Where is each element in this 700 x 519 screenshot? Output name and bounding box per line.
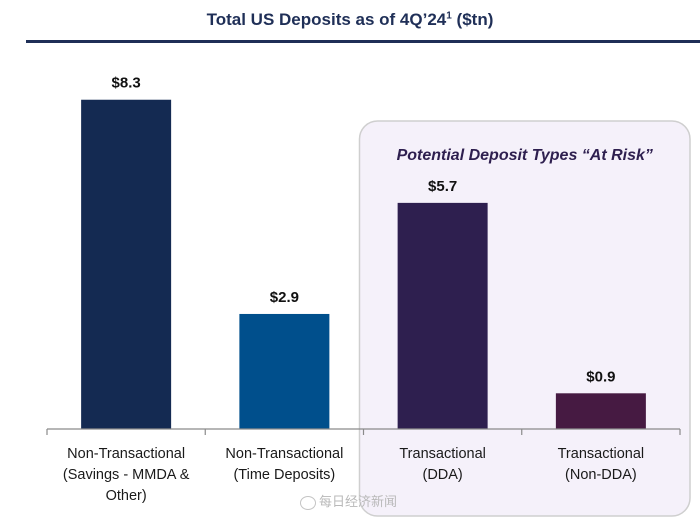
bar-value-label: $8.3 [112, 75, 141, 92]
category-label-line: (DDA) [422, 467, 462, 483]
weibo-icon [300, 495, 316, 510]
chart-title-unit: ($tn) [456, 10, 494, 29]
category-label-line: (Savings - MMDA & [63, 467, 190, 483]
category-label: Non-Transactional (Savings - MMDA & Other) [63, 446, 190, 504]
category-label-line: Transactional [558, 446, 645, 462]
bar-value-label: $0.9 [586, 368, 615, 385]
bar [239, 313, 330, 429]
bar-value-label: $5.7 [428, 178, 457, 195]
category-label: Transactional (DDA) [399, 446, 486, 483]
bar [397, 202, 488, 429]
category-label-line: Non-Transactional [225, 446, 343, 462]
title-rule [26, 40, 700, 43]
bar-value-label: $2.9 [270, 289, 299, 306]
bar [555, 393, 646, 429]
chart-title: Total US Deposits as of 4Q’241 ($tn) [0, 10, 700, 30]
at-risk-panel-title: Potential Deposit Types “At Risk” [397, 147, 653, 164]
category-label-line: (Non-DDA) [565, 467, 637, 483]
bar [81, 99, 172, 429]
category-label: Non-Transactional (Time Deposits) [225, 446, 343, 483]
watermark-text: 每日经济新闻 [319, 495, 398, 510]
watermark: 每日经济新闻 [300, 491, 397, 510]
chart-title-footnote: 1 [446, 10, 452, 22]
chart-title-text: Total US Deposits as of 4Q’24 [206, 10, 447, 29]
category-label-line: Non-Transactional [67, 446, 185, 462]
category-label: Transactional (Non-DDA) [558, 446, 645, 483]
category-label-line: Other) [106, 488, 147, 504]
category-label-line: Transactional [399, 446, 486, 462]
category-label-line: (Time Deposits) [233, 467, 335, 483]
